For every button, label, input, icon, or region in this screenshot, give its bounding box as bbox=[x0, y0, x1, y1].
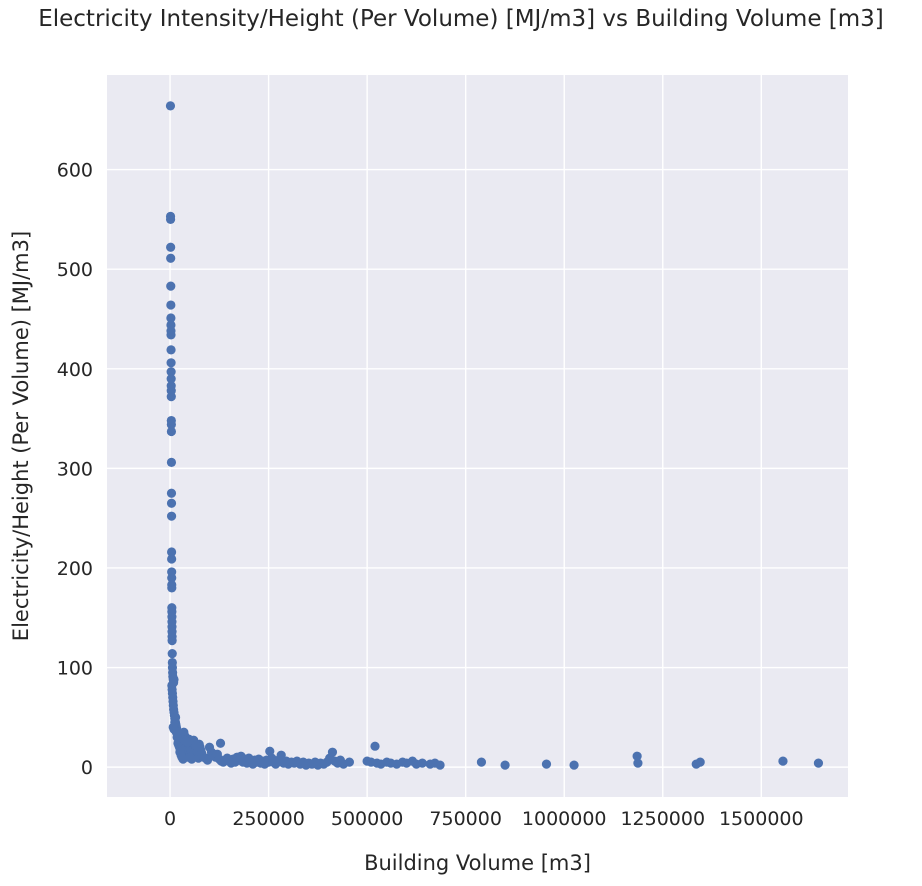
data-point bbox=[167, 636, 177, 646]
data-point bbox=[695, 757, 705, 767]
data-point bbox=[166, 511, 177, 521]
y-tick-label: 600 bbox=[57, 160, 93, 182]
data-point bbox=[569, 760, 579, 770]
y-tick-labels: 0 100 200 300 400 500 600 bbox=[57, 160, 93, 780]
data-point bbox=[167, 648, 177, 659]
data-point bbox=[778, 756, 788, 766]
data-point bbox=[541, 759, 552, 769]
data-point bbox=[167, 554, 177, 564]
data-point bbox=[344, 757, 355, 767]
x-tick-labels: 0 250000 500000 750000 1000000 1250000 1500000 bbox=[164, 808, 804, 830]
x-axis-label: Building Volume [m3] bbox=[364, 851, 591, 875]
y-tick-label: 100 bbox=[57, 658, 93, 680]
data-point bbox=[327, 747, 338, 757]
data-point bbox=[813, 758, 824, 768]
data-point bbox=[265, 746, 275, 756]
data-point bbox=[166, 345, 176, 355]
x-tick-label: 1000000 bbox=[522, 808, 607, 830]
y-tick-label: 500 bbox=[57, 259, 93, 281]
y-axis-label: Electricity/Height (Per Volume) [MJ/m3] bbox=[9, 231, 33, 641]
data-point bbox=[476, 757, 487, 767]
x-tick-label: 250000 bbox=[232, 808, 305, 830]
data-point bbox=[166, 457, 177, 467]
x-tick-label: 500000 bbox=[331, 808, 404, 830]
data-point bbox=[165, 214, 176, 224]
data-point bbox=[632, 751, 642, 761]
y-tick-label: 0 bbox=[81, 757, 93, 779]
y-tick-label: 400 bbox=[57, 359, 93, 381]
data-point bbox=[166, 498, 177, 508]
data-point bbox=[166, 419, 176, 430]
plot-background bbox=[107, 75, 848, 797]
data-point bbox=[166, 281, 176, 291]
chart-title: Electricity Intensity/Height (Per Volume… bbox=[38, 6, 884, 32]
data-point bbox=[417, 758, 427, 768]
data-point bbox=[370, 741, 380, 751]
data-point bbox=[166, 253, 176, 263]
data-point bbox=[166, 242, 176, 252]
data-point bbox=[187, 754, 197, 764]
data-point bbox=[167, 573, 177, 583]
y-tick-label: 200 bbox=[57, 558, 93, 580]
data-point bbox=[165, 101, 176, 111]
data-point bbox=[182, 737, 193, 747]
data-point bbox=[166, 300, 176, 310]
data-point bbox=[633, 758, 643, 768]
data-points bbox=[165, 101, 824, 770]
data-point bbox=[191, 740, 201, 750]
data-point bbox=[166, 488, 177, 498]
data-point bbox=[166, 358, 176, 368]
data-point bbox=[166, 313, 176, 323]
x-tick-label: 1250000 bbox=[620, 808, 705, 830]
data-point bbox=[215, 738, 226, 748]
data-point bbox=[166, 330, 176, 340]
data-point bbox=[276, 750, 286, 760]
data-point bbox=[167, 583, 177, 593]
x-tick-label: 1500000 bbox=[719, 808, 804, 830]
x-tick-label: 0 bbox=[164, 808, 176, 830]
data-point bbox=[166, 374, 176, 384]
data-point bbox=[170, 712, 181, 722]
x-tick-label: 750000 bbox=[429, 808, 502, 830]
data-point bbox=[167, 547, 177, 557]
y-tick-label: 300 bbox=[57, 458, 93, 480]
data-point bbox=[435, 760, 445, 770]
data-point bbox=[166, 392, 176, 402]
data-point bbox=[166, 367, 176, 377]
data-point bbox=[500, 760, 510, 770]
data-point bbox=[166, 426, 177, 437]
